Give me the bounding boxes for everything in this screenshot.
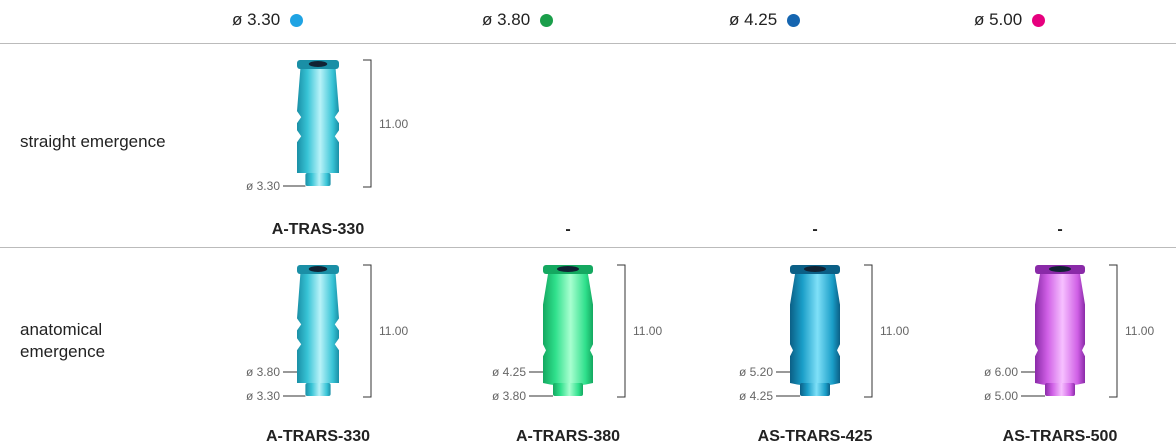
diameter-label: ø 5.20 [738,365,773,379]
abutment-body [790,274,840,386]
color-dot [290,13,304,27]
abutment-base [553,383,583,396]
height-bracket [1109,264,1118,398]
abutment-base [1045,383,1075,396]
abutment-base [305,383,331,396]
abutment-body [1035,274,1085,386]
diameter-label: ø 3.80 [482,10,531,29]
diameter-label: ø 3.30 [232,10,281,29]
abutment-hole [308,61,328,67]
diameter-label: ø 5.00 [974,10,1023,29]
product-code: A-TRAS-330 [271,221,365,238]
height-label: 11.00 [880,324,910,338]
height-bracket [363,264,372,398]
abutment-body [297,69,339,173]
diameter-label: ø 3.80 [245,365,280,379]
abutment-hole [804,266,826,272]
product-code: AS-TRARS-425 [757,428,873,445]
product-code: - [565,221,571,238]
height-label: 11.00 [633,324,663,338]
abutment-hole [557,266,579,272]
diameter-label: ø 6.00 [983,365,1018,379]
row-label: anatomical emergence [20,320,106,361]
product-code: A-TRARS-330 [265,428,371,445]
abutment-body [297,274,339,383]
diameter-label: ø 3.80 [491,389,526,403]
height-label: 11.00 [1125,324,1155,338]
abutment-body [543,274,593,386]
column-header: ø 5.00 [974,10,1046,30]
product-code: AS-TRARS-500 [1002,428,1118,445]
abutment-base [305,173,331,186]
row-label: straight emergence [20,132,166,151]
separator [0,43,1176,44]
abutment-hole [308,266,328,272]
diameter-label: ø 3.30 [245,389,280,403]
height-bracket [363,59,372,188]
color-dot [787,13,801,27]
height-bracket [864,264,873,398]
height-label: 11.00 [379,324,409,338]
column-header: ø 3.80 [482,10,554,30]
abutment-hole [1049,266,1071,272]
color-dot [540,13,554,27]
diameter-label: ø 5.00 [983,389,1018,403]
column-header: ø 4.25 [729,10,801,30]
product-code: A-TRARS-380 [515,428,621,445]
abutment-base [800,383,830,396]
diameter-label: ø 4.25 [738,389,773,403]
color-dot [1032,13,1046,27]
diameter-label: ø 3.30 [245,179,280,193]
diameter-label: ø 4.25 [729,10,778,29]
separator [0,247,1176,248]
product-code: - [1057,221,1063,238]
height-label: 11.00 [379,116,409,131]
height-bracket [617,264,626,398]
column-header: ø 3.30 [232,10,304,30]
diameter-label: ø 4.25 [491,365,526,379]
product-code: - [812,221,818,238]
